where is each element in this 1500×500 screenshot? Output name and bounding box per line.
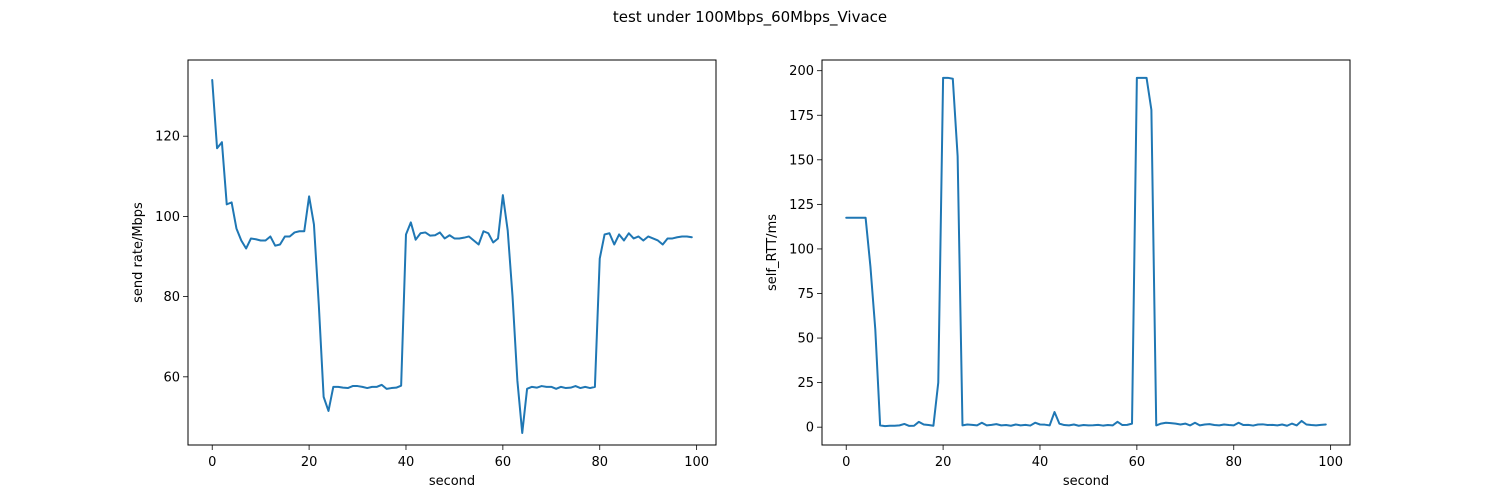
self-rtt-y-axis-label: self_RTT/ms bbox=[765, 214, 780, 291]
send-rate-series-line bbox=[211, 79, 693, 434]
send-rate-y-tick-label: 60 bbox=[163, 370, 180, 385]
self-rtt-y-tick-label: 50 bbox=[797, 332, 814, 347]
send-rate-axes-frame bbox=[187, 59, 717, 446]
self-rtt-x-tick-label: 80 bbox=[1225, 455, 1242, 470]
self-rtt-x-axis-label: second bbox=[1063, 474, 1109, 489]
self-rtt-y-tick-label: 75 bbox=[797, 287, 814, 302]
self-rtt-y-tick-label: 150 bbox=[789, 153, 814, 168]
self-rtt-y-tick-label: 175 bbox=[789, 109, 814, 124]
self-rtt-series-line bbox=[845, 76, 1327, 428]
self-rtt-x-tick-label: 60 bbox=[1129, 455, 1146, 470]
figure-title: test under 100Mbps_60Mbps_Vivace bbox=[613, 8, 887, 27]
self-rtt-x-tick-label: 20 bbox=[935, 455, 952, 470]
send-rate-x-tick-label: 40 bbox=[398, 455, 415, 470]
self-rtt-x-tick-label: 100 bbox=[1318, 455, 1343, 470]
send-rate-chart: 0 20 40 60 80 100 60 80 100 120 second send rate/Mb… bbox=[131, 59, 717, 489]
send-rate-y-tick-label: 100 bbox=[155, 210, 180, 225]
self-rtt-y-tick-label: 200 bbox=[789, 64, 814, 79]
send-rate-x-axis-label: second bbox=[429, 474, 475, 489]
self-rtt-y-tick-label: 125 bbox=[789, 198, 814, 213]
self-rtt-x-tick-label: 40 bbox=[1032, 455, 1049, 470]
self-rtt-x-tick-label: 0 bbox=[842, 455, 850, 470]
self-rtt-y-tick-label: 100 bbox=[789, 242, 814, 257]
self-rtt-chart: 0 20 40 60 80 100 0 25 50 75 100 125 150 175 200 second… bbox=[765, 59, 1351, 489]
self-rtt-axes-frame bbox=[821, 59, 1351, 446]
send-rate-y-tick-label: 120 bbox=[155, 130, 180, 145]
send-rate-x-tick-label: 0 bbox=[208, 455, 216, 470]
send-rate-y-axis-label: send rate/Mbps bbox=[131, 202, 146, 303]
self-rtt-y-tick-label: 25 bbox=[797, 376, 814, 391]
send-rate-x-tick-label: 80 bbox=[591, 455, 608, 470]
send-rate-y-tick-label: 80 bbox=[163, 290, 180, 305]
send-rate-x-tick-label: 100 bbox=[684, 455, 709, 470]
self-rtt-y-tick-label: 0 bbox=[806, 421, 814, 436]
send-rate-x-tick-label: 60 bbox=[495, 455, 512, 470]
send-rate-x-tick-label: 20 bbox=[301, 455, 318, 470]
